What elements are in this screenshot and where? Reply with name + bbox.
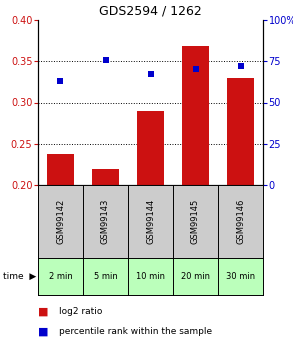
Bar [47,154,74,185]
Text: time  ▶: time ▶ [3,272,36,281]
Point [193,67,198,72]
Text: GSM99142: GSM99142 [56,199,65,244]
Bar [92,168,119,185]
Text: 10 min: 10 min [136,272,165,281]
Text: 20 min: 20 min [181,272,210,281]
Text: 2 min: 2 min [49,272,72,281]
Point [58,78,63,84]
Text: ■: ■ [38,327,49,337]
Point [148,72,153,77]
Text: 30 min: 30 min [226,272,255,281]
Text: GSM99146: GSM99146 [236,199,245,244]
Text: GSM99145: GSM99145 [191,199,200,244]
Text: ■: ■ [38,306,49,316]
Text: log2 ratio: log2 ratio [59,307,102,316]
Bar [227,78,254,185]
Bar [182,46,209,185]
Text: GSM99144: GSM99144 [146,199,155,244]
Bar [137,111,164,185]
Point [103,57,108,62]
Point [238,63,243,69]
Text: 5 min: 5 min [94,272,117,281]
Title: GDS2594 / 1262: GDS2594 / 1262 [99,4,202,18]
Text: GSM99143: GSM99143 [101,199,110,244]
Text: percentile rank within the sample: percentile rank within the sample [59,327,212,336]
